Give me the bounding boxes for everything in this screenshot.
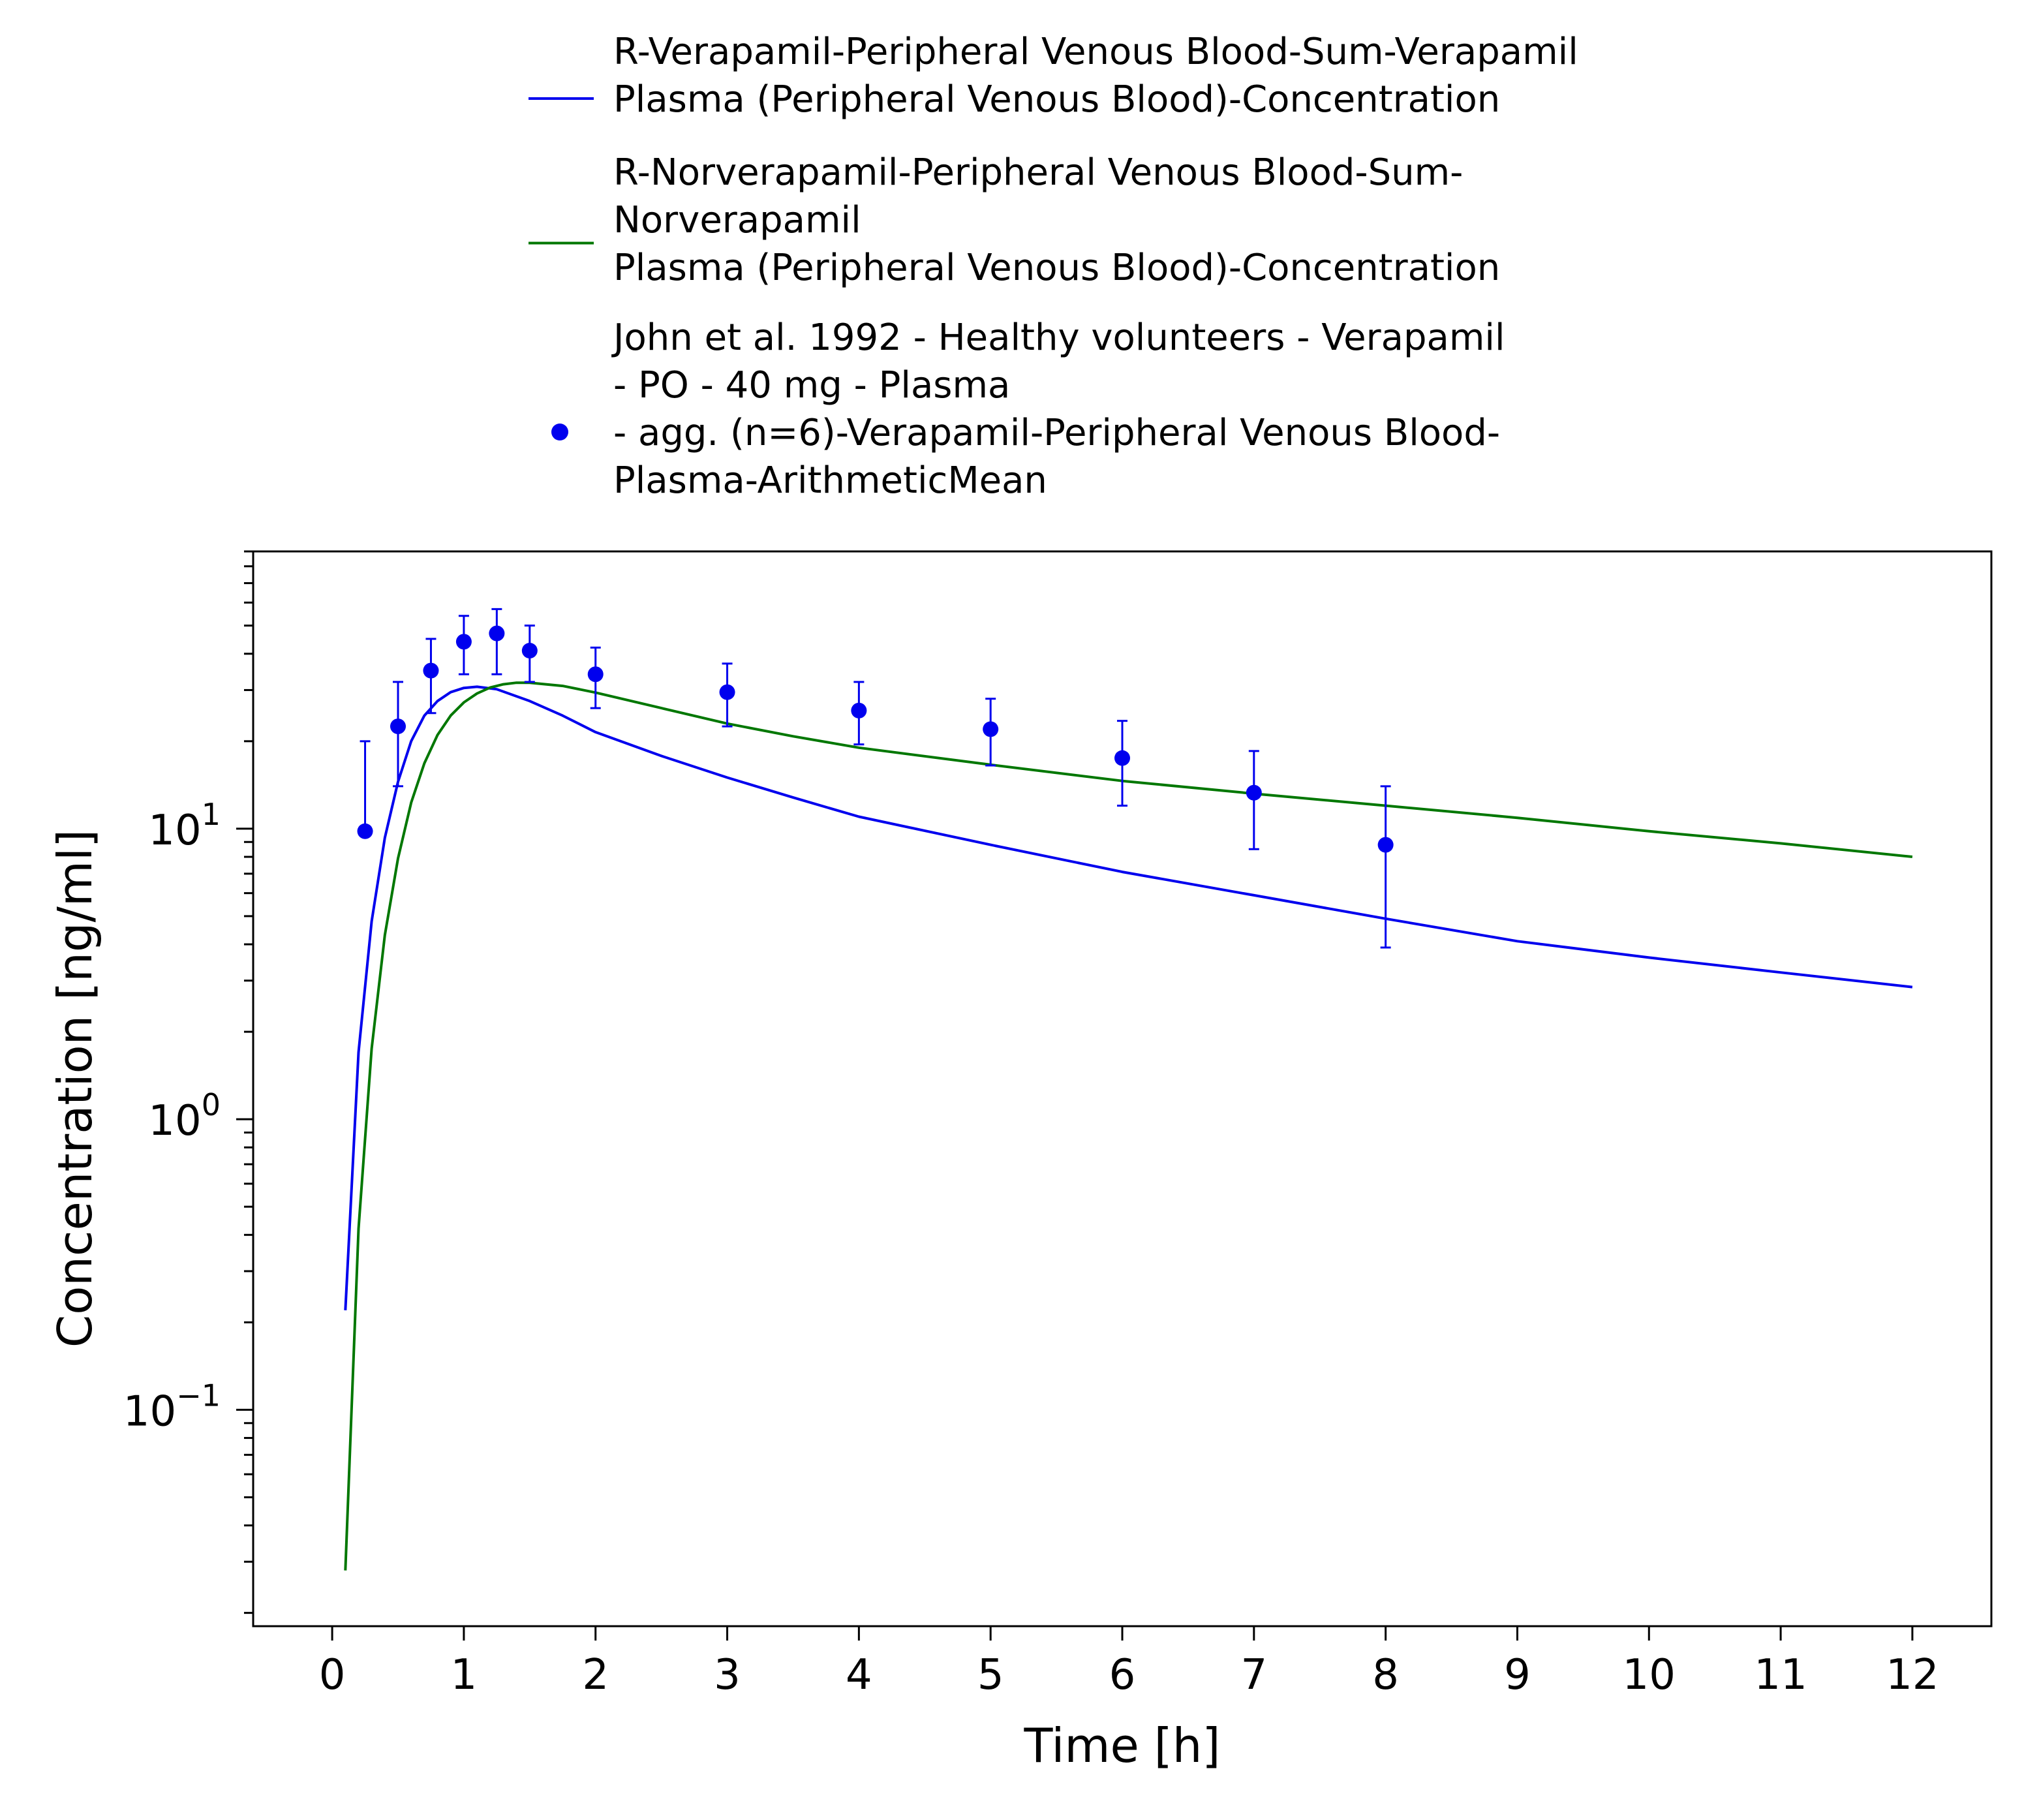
data-point (719, 684, 735, 700)
x-tick-label: 12 (1886, 1651, 1939, 1699)
x-tick-label: 3 (714, 1651, 741, 1699)
y-axis-title: Concentration [ng/ml] (48, 829, 102, 1348)
x-tick-label: 0 (319, 1651, 346, 1699)
x-tick-label: 10 (1623, 1651, 1676, 1699)
x-tick-label: 11 (1754, 1651, 1807, 1699)
data-point (521, 643, 538, 659)
y-tick-label: 101 (148, 797, 221, 855)
legend-label-line: Plasma (Peripheral Venous Blood)-Concent… (613, 247, 1500, 289)
legend-item-1: R-Norverapamil-Peripheral Venous Blood-S… (529, 151, 1500, 289)
data-point (587, 666, 604, 683)
legend-label-line: John et al. 1992 - Healthy volunteers - … (611, 316, 1505, 359)
x-tick-label: 7 (1240, 1651, 1267, 1699)
x-tick-label: 4 (846, 1651, 872, 1699)
data-point (455, 634, 472, 650)
y-tick-label: 100 (148, 1087, 221, 1145)
data-point (357, 823, 373, 839)
data-point (983, 721, 999, 737)
x-tick-label: 1 (451, 1651, 478, 1699)
legend-label-line: Norverapamil (613, 199, 861, 241)
legend-label-line: Plasma (Peripheral Venous Blood)-Concent… (613, 78, 1500, 121)
data-point (423, 662, 439, 679)
data-point (489, 625, 505, 641)
plot-area-frame (252, 550, 1993, 1627)
legend-item-0: R-Verapamil-Peripheral Venous Blood-Sum-… (529, 31, 1578, 121)
data-point (851, 702, 867, 718)
error-bar (491, 608, 502, 675)
error-bar (1380, 785, 1391, 949)
legend-label-line: - agg. (n=6)-Verapamil-Peripheral Venous… (613, 412, 1500, 454)
legend-label-line: R-Verapamil-Peripheral Venous Blood-Sum-… (613, 31, 1578, 73)
x-tick-label: 5 (977, 1651, 1004, 1699)
y-tick-label: 10−1 (123, 1378, 221, 1436)
x-tick-label: 2 (582, 1651, 609, 1699)
x-tick-label: 9 (1504, 1651, 1531, 1699)
legend-label-line: - PO - 40 mg - Plasma (613, 364, 1010, 407)
x-tick-label: 6 (1109, 1651, 1136, 1699)
series-line-0 (344, 685, 1913, 1311)
series-line-1 (344, 681, 1913, 1571)
series-layer (344, 608, 1913, 1571)
legend-label-line: R-Norverapamil-Peripheral Venous Blood-S… (613, 151, 1463, 194)
data-point (390, 718, 406, 735)
data-point (1246, 784, 1262, 801)
legend-label-line: Plasma-ArithmeticMean (613, 459, 1047, 502)
x-axis: 0 1 2 3 4 5 6 7 8 9 10 11 12 (319, 1626, 1939, 1699)
error-bar (360, 740, 371, 833)
x-axis-title: Time [h] (1024, 1718, 1221, 1773)
y-axis: 10−1 100 101 (123, 550, 253, 1614)
legend: R-Verapamil-Peripheral Venous Blood-Sum-… (529, 31, 1578, 502)
legend-swatch-marker (551, 424, 568, 440)
data-point (1114, 750, 1130, 766)
data-point (1377, 837, 1394, 853)
legend-item-2: John et al. 1992 - Healthy volunteers - … (551, 316, 1505, 502)
x-tick-label: 8 (1372, 1651, 1399, 1699)
